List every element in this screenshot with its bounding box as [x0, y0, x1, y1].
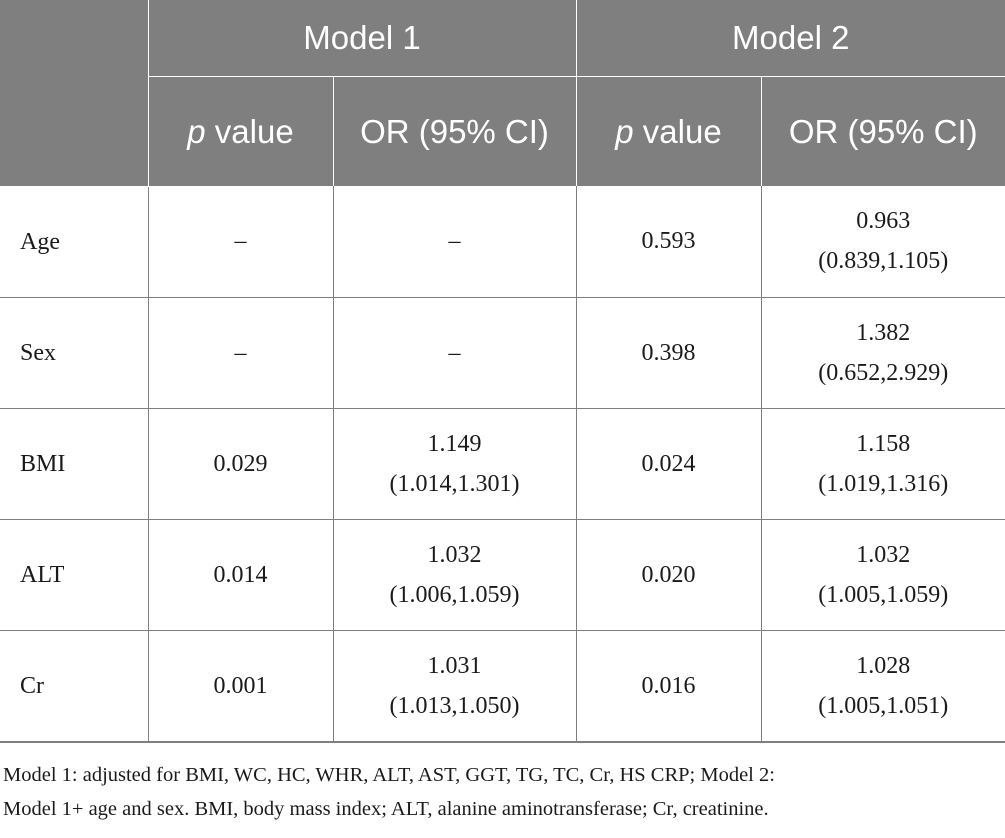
model-2-p-value: 0.020: [575, 519, 761, 631]
or-ci: (1.014,1.301): [389, 470, 520, 497]
model-1-p-value: 0.014: [147, 519, 333, 631]
model-1-p-value: 0.001: [147, 630, 333, 743]
model-1-or-cell: 1.031 (1.013,1.050): [332, 630, 576, 743]
table-row: Age – – 0.593 0.963 (0.839,1.105): [0, 186, 1005, 298]
model-2-or-cell: 1.382 (0.652,2.929): [760, 297, 1005, 409]
footnote-line-1: Model 1: adjusted for BMI, WC, HC, WHR, …: [3, 764, 775, 786]
or-ci: (1.013,1.050): [389, 692, 520, 719]
model-2-or-cell: 1.032 (1.005,1.059): [760, 519, 1005, 631]
table-row: ALT 0.014 1.032 (1.006,1.059) 0.020 1.032…: [0, 519, 1005, 631]
or-value: 1.149: [427, 430, 482, 457]
model-1-or-cell: 1.149 (1.014,1.301): [332, 408, 576, 520]
corner-cell: [0, 0, 148, 187]
table-header: Model 1 Model 2 p value OR (95% CI) p va…: [0, 0, 1005, 187]
footnote-line-2: Model 1+ age and sex. BMI, body mass ind…: [3, 798, 769, 820]
model-1-p-value: –: [147, 297, 333, 409]
column-header-row: p value OR (95% CI) p value OR (95% CI): [0, 76, 1005, 186]
model-2-p-value: 0.398: [575, 297, 761, 409]
or-ci: (0.839,1.105): [818, 248, 949, 275]
or-value: 1.032: [427, 541, 482, 568]
results-table: Model 1 Model 2 p value OR (95% CI) p va…: [0, 0, 1005, 743]
model-2-p-value-header: p value: [575, 76, 761, 186]
model-2-or-cell: 0.963 (0.839,1.105): [760, 186, 1005, 298]
table-row: BMI 0.029 1.149 (1.014,1.301) 0.024 1.158…: [0, 408, 1005, 520]
or-ci: (1.006,1.059): [389, 581, 520, 608]
model-1-or-cell: –: [332, 186, 576, 298]
or-ci: (1.019,1.316): [818, 470, 949, 497]
or-value: 1.031: [427, 652, 482, 679]
or-value: –: [448, 228, 461, 255]
table-body: Age – – 0.593 0.963 (0.839,1.105) Sex – –…: [0, 186, 1005, 743]
or-ci: (1.005,1.059): [818, 581, 949, 608]
or-ci: (1.005,1.051): [818, 692, 949, 719]
variable-label: Cr: [0, 630, 148, 743]
model-2-or-cell: 1.158 (1.019,1.316): [760, 408, 1005, 520]
table-row: Cr 0.001 1.031 (1.013,1.050) 0.016 1.028 (…: [0, 630, 1005, 743]
or-ci: (0.652,2.929): [818, 359, 949, 386]
variable-label: ALT: [0, 519, 148, 631]
model-1-p-value: –: [147, 186, 333, 298]
model-2-or-header: OR (95% CI): [760, 76, 1005, 186]
or-value: 1.032: [856, 541, 911, 568]
model-1-p-value: 0.029: [147, 408, 333, 520]
variable-label: Age: [0, 186, 148, 298]
p-symbol: p: [615, 112, 634, 150]
table-row: Sex – – 0.398 1.382 (0.652,2.929): [0, 297, 1005, 409]
variable-label: Sex: [0, 297, 148, 409]
model-2-p-value: 0.016: [575, 630, 761, 743]
model-1-header: Model 1: [147, 0, 576, 77]
or-value: 0.963: [856, 208, 911, 235]
model-2-p-value: 0.593: [575, 186, 761, 298]
or-value: –: [448, 339, 461, 366]
model-header-row: Model 1 Model 2: [0, 0, 1005, 187]
or-value: 1.382: [856, 319, 911, 346]
or-value: 1.028: [856, 652, 911, 679]
model-1-or-header: OR (95% CI): [332, 76, 576, 186]
or-value: 1.158: [856, 430, 911, 457]
model-1-p-value-header: p value: [147, 76, 333, 186]
model-1-or-cell: 1.032 (1.006,1.059): [332, 519, 576, 631]
variable-label: BMI: [0, 408, 148, 520]
model-1-or-cell: –: [332, 297, 576, 409]
table-footnote: Model 1: adjusted for BMI, WC, HC, WHR, …: [0, 758, 1005, 826]
p-value-text: value: [633, 112, 722, 150]
model-2-header: Model 2: [575, 0, 1005, 77]
model-2-p-value: 0.024: [575, 408, 761, 520]
p-symbol: p: [187, 112, 206, 150]
p-value-text: value: [205, 112, 294, 150]
model-2-or-cell: 1.028 (1.005,1.051): [760, 630, 1005, 743]
